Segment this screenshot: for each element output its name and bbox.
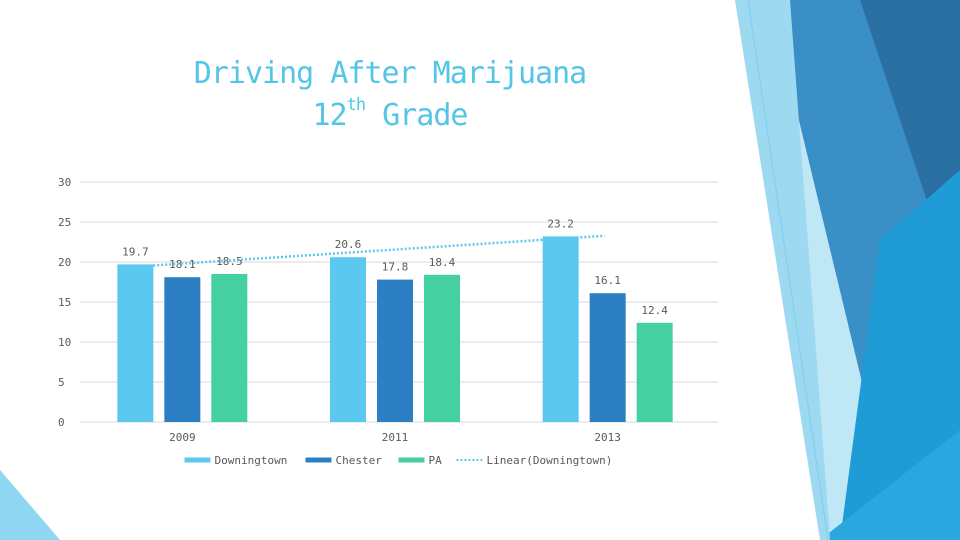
bar-pa <box>636 322 673 422</box>
bar-chart: 05101520253019.718.118.5200920.617.818.4… <box>58 176 718 467</box>
x-tick-label: 2009 <box>169 431 196 444</box>
data-label: 12.4 <box>641 304 668 317</box>
bar-downingtown <box>330 257 366 422</box>
slide-title-line-1: Driving After Marijuana <box>193 56 587 91</box>
bar-pa <box>424 274 460 422</box>
bar-pa <box>211 274 248 422</box>
x-tick-label: 2013 <box>594 431 621 444</box>
legend-label: Downingtown <box>215 454 288 467</box>
data-label: 20.6 <box>335 238 362 251</box>
legend-label: Chester <box>336 454 383 467</box>
y-tick-label: 30 <box>58 176 71 189</box>
trendline <box>117 234 605 270</box>
bar-downingtown <box>542 236 579 422</box>
legend-label: PA <box>429 454 443 467</box>
data-label: 23.2 <box>547 217 574 230</box>
bar-chester <box>377 279 413 422</box>
title-superscript: th <box>346 95 367 115</box>
bar-chester <box>589 293 626 422</box>
x-tick-label: 2011 <box>382 431 409 444</box>
y-tick-label: 0 <box>58 416 65 429</box>
y-tick-label: 15 <box>58 296 71 309</box>
bar-downingtown <box>117 264 154 422</box>
y-tick-label: 20 <box>58 256 71 269</box>
slide-title-line-2: 12th Grade <box>0 95 780 133</box>
y-tick-label: 25 <box>58 216 71 229</box>
legend-label: Linear(Downingtown) <box>487 454 613 467</box>
data-label: 18.4 <box>429 256 456 269</box>
y-tick-label: 5 <box>58 376 65 389</box>
data-label: 17.8 <box>382 261 409 274</box>
y-tick-label: 10 <box>58 336 71 349</box>
data-label: 19.7 <box>122 245 149 258</box>
bar-chester <box>164 277 201 422</box>
title-number: 12 <box>312 98 348 133</box>
data-label: 16.1 <box>594 274 621 287</box>
title-rest: Grade <box>365 98 468 133</box>
